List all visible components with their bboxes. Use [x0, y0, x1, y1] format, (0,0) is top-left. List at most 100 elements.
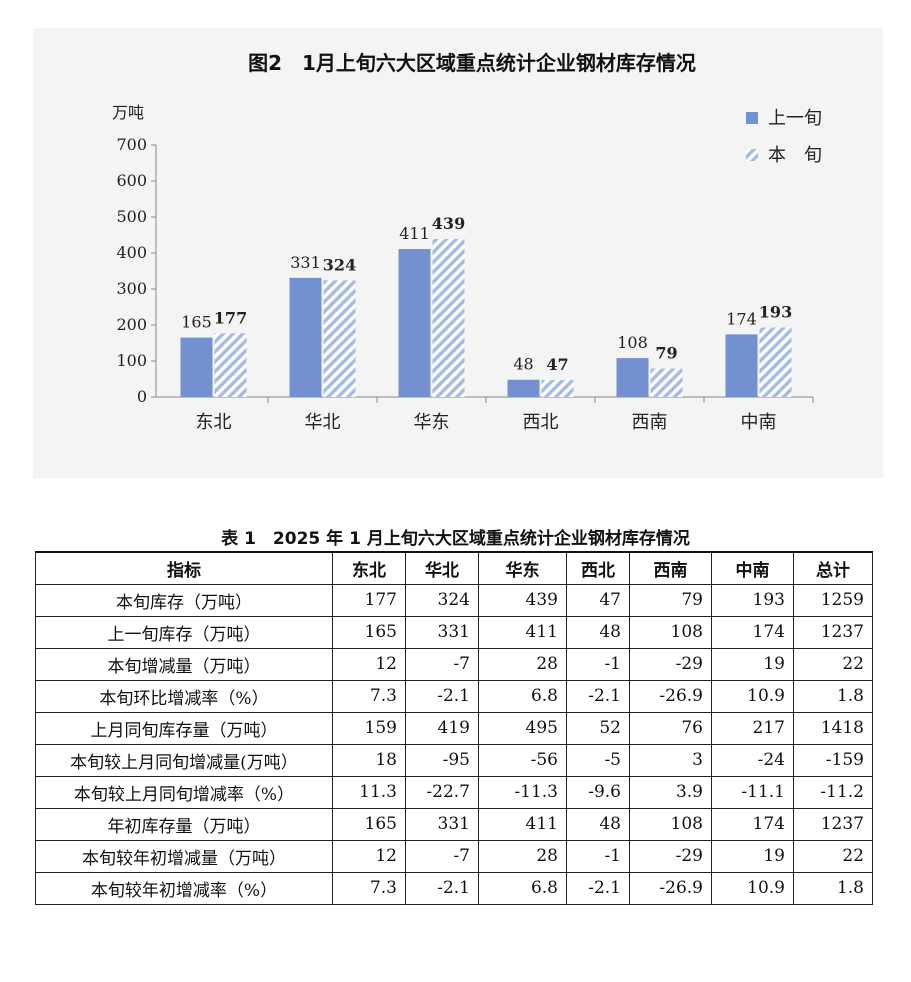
table-cell: -1: [566, 647, 630, 681]
table-cell: 159: [332, 711, 406, 745]
table-header-cell: 华东: [478, 551, 567, 585]
table-cell: -24: [711, 743, 794, 777]
table-row: 本旬较上月同旬增减量(万吨） 18 -95 -56 -5 3 -24 -159: [35, 743, 873, 777]
data-label: 439: [432, 214, 465, 233]
table-cell: -11.3: [478, 775, 567, 809]
y-tick-label: 300: [116, 279, 147, 298]
table-cell: 1.8: [793, 871, 873, 905]
table-cell: 6.8: [478, 679, 567, 713]
table-row: 上一旬库存（万吨） 165 331 411 48 108 174 1237: [35, 615, 873, 649]
table-cell: 1418: [793, 711, 873, 745]
row-label: 本旬库存（万吨）: [35, 583, 333, 617]
x-tick-label: 西南: [632, 412, 668, 433]
bar-current-period: [650, 368, 683, 397]
bar-chart: 图2 1月上旬六大区域重点统计企业钢材库存情况 万吨 0 100 200 300 400…: [33, 28, 883, 478]
y-axis-unit-label: 万吨: [112, 103, 144, 122]
table-row: 本旬较上月同旬增减率（%） 11.3 -22.7 -11.3 -9.6 3.9 -11.1-…: [35, 775, 873, 809]
table-cell: 411: [478, 615, 567, 649]
y-tick-label: 100: [116, 351, 147, 370]
table-cell: -11.1: [711, 775, 794, 809]
x-tick-label: 华东: [414, 412, 450, 433]
table-cell: 52: [566, 711, 630, 745]
row-label: 本旬较年初增减率（%）: [35, 871, 333, 905]
table-cell: 10.9: [711, 871, 794, 905]
table-cell: 28: [478, 839, 567, 873]
x-tick-label: 华北: [305, 412, 341, 433]
table-cell: 12: [332, 839, 406, 873]
table-header-cell: 西北: [566, 551, 630, 585]
table-cell: 331: [405, 807, 479, 841]
y-tick-label: 400: [116, 243, 147, 262]
table-cell: 1.8: [793, 679, 873, 713]
legend-label-previous-period: 上一旬: [768, 108, 822, 129]
data-label: 411: [399, 224, 430, 243]
table-row: 本旬环比增减率（%） 7.3 -2.1 6.8 -2.1 -26.9 10.9 1.8: [35, 679, 873, 713]
table-cell: 165: [332, 807, 406, 841]
table-cell: 76: [629, 711, 712, 745]
x-tick-label: 西北: [523, 412, 559, 433]
table-row: 本旬库存（万吨） 177 324 439 47 79 193 1259: [35, 583, 873, 617]
data-label: 331: [290, 253, 321, 272]
row-label: 年初库存量（万吨）: [35, 807, 333, 841]
table-cell: 217: [711, 711, 794, 745]
data-label: 47: [546, 355, 568, 374]
bar-current-period: [432, 238, 465, 397]
x-tick-label: 东北: [196, 412, 232, 433]
table-header-cell: 总计: [793, 551, 873, 585]
table-cell: 1259: [793, 583, 873, 617]
data-label: 177: [214, 308, 247, 327]
row-label: 上一旬库存（万吨）: [35, 615, 333, 649]
y-tick-label: 500: [116, 207, 147, 226]
data-label: 48: [513, 355, 533, 374]
row-label: 本旬较年初增减量（万吨）: [35, 839, 333, 873]
table-cell: 495: [478, 711, 567, 745]
bar-previous-period: [289, 277, 322, 397]
table-cell: 48: [566, 615, 630, 649]
table-header-cell: 西南: [629, 551, 712, 585]
table-cell: -2.1: [405, 679, 479, 713]
row-label: 本旬环比增减率（%）: [35, 679, 333, 713]
table-cell: 18: [332, 743, 406, 777]
table-cell: -29: [629, 647, 712, 681]
table-cell: -7: [405, 839, 479, 873]
legend-label-current-period: 本 旬: [768, 145, 822, 166]
bar-previous-period: [507, 379, 540, 397]
table-cell: 3.9: [629, 775, 712, 809]
table-cell: -159: [793, 743, 873, 777]
data-label: 79: [655, 344, 677, 363]
table-cell: 1237: [793, 615, 873, 649]
table-cell: 331: [405, 615, 479, 649]
row-label: 本旬较上月同旬增减量(万吨）: [35, 743, 333, 777]
table-cell: 48: [566, 807, 630, 841]
table-row: 年初库存量（万吨） 165 331 411 48 108 174 1237: [35, 807, 873, 841]
table-row: 本旬增减量（万吨） 12 -7 28 -1 -29 19 22: [35, 647, 873, 681]
bar-current-period: [323, 280, 356, 397]
table-cell: -7: [405, 647, 479, 681]
table-cell: 1237: [793, 807, 873, 841]
table-cell: -95: [405, 743, 479, 777]
row-label: 本旬增减量（万吨）: [35, 647, 333, 681]
table-cell: 7.3: [332, 871, 406, 905]
table-cell: -2.1: [566, 679, 630, 713]
bar-current-period: [214, 333, 247, 397]
data-label: 165: [181, 313, 212, 332]
table-header-row: 指标 东北 华北 华东 西北 西南 中南 总计: [35, 551, 873, 585]
row-label: 本旬较上月同旬增减率（%）: [35, 775, 333, 809]
table-title: 表 1 2025 年 1 月上旬六大区域重点统计企业钢材库存情况: [221, 529, 690, 549]
bar-current-period: [541, 380, 574, 397]
table-cell: 22: [793, 839, 873, 873]
table-cell: 28: [478, 647, 567, 681]
y-tick-label: 700: [116, 135, 147, 154]
bar-previous-period: [180, 337, 213, 397]
chart-title: 图2 1月上旬六大区域重点统计企业钢材库存情况: [248, 51, 696, 75]
table-cell: 19: [711, 839, 794, 873]
bar-previous-period: [725, 334, 758, 397]
bar-previous-period: [616, 358, 649, 397]
y-tick-label: 200: [116, 315, 147, 334]
table-header-cell: 指标: [35, 551, 333, 585]
bar-previous-period: [398, 249, 431, 397]
table-cell: 10.9: [711, 679, 794, 713]
data-label: 193: [759, 303, 792, 322]
table-cell: 174: [711, 615, 794, 649]
